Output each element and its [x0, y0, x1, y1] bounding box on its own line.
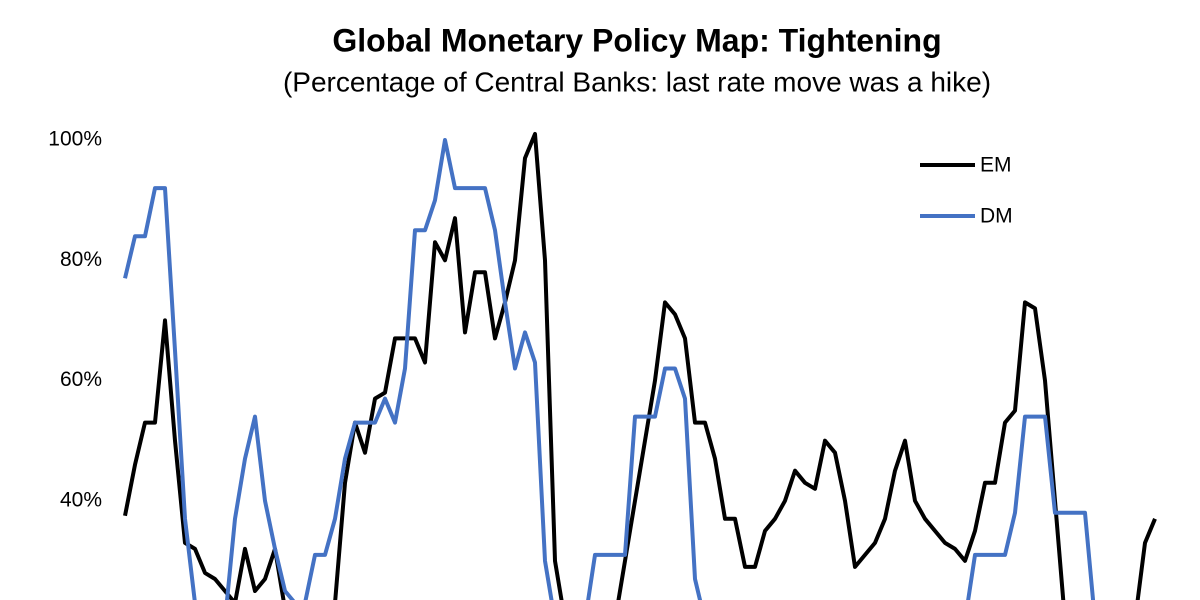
y-tick-label: 40%: [60, 488, 102, 511]
series-line: [123, 132, 1157, 600]
chart-subtitle: (Percentage of Central Banks: last rate …: [283, 66, 991, 97]
legend-label: EM: [980, 154, 1012, 177]
y-tick-label: 100%: [48, 128, 102, 151]
series-line: [123, 138, 1096, 600]
legend-label: DM: [980, 205, 1013, 228]
y-tick-label: 80%: [60, 248, 102, 271]
plot-area: [123, 132, 1157, 600]
y-tick-label: 60%: [60, 368, 102, 391]
chart-title: Global Monetary Policy Map: Tightening: [332, 22, 941, 58]
